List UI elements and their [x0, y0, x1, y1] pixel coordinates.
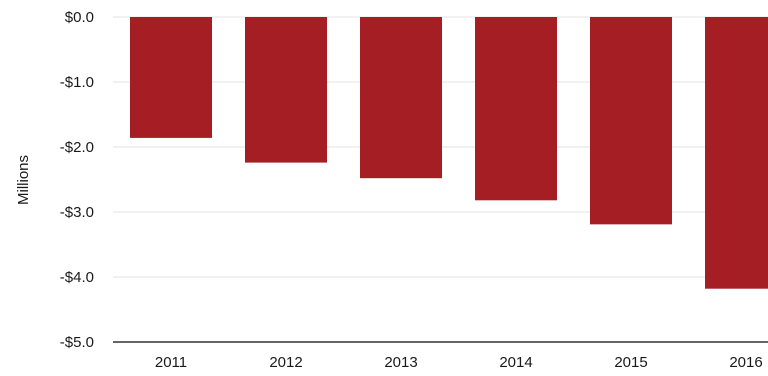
- bar-2013: [360, 17, 442, 179]
- x-tick-labels: 2011 2012 2013 2014 2015 2016: [155, 354, 763, 371]
- y-tick-label: -$2.0: [60, 139, 94, 156]
- bar-2012: [245, 17, 327, 163]
- x-tick-label: 2014: [499, 354, 532, 371]
- bar-2016: [705, 17, 768, 289]
- y-tick-label: -$3.0: [60, 204, 94, 221]
- y-tick-label: $0.0: [65, 9, 94, 26]
- bar-2011: [130, 17, 212, 138]
- x-tick-label: 2015: [614, 354, 647, 371]
- y-tick-label: -$1.0: [60, 74, 94, 91]
- y-tick-labels: $0.0 -$1.0 -$2.0 -$3.0 -$4.0 -$5.0: [60, 9, 94, 351]
- x-tick-label: 2013: [384, 354, 417, 371]
- bar-2014: [475, 17, 557, 201]
- bar-2015: [590, 17, 672, 225]
- x-tick-label: 2011: [155, 354, 187, 371]
- x-tick-label: 2016: [729, 354, 762, 371]
- y-tick-label: -$4.0: [60, 269, 94, 286]
- x-tick-label: 2012: [269, 354, 302, 371]
- bars: [130, 17, 768, 289]
- y-axis-label: Millions: [15, 155, 32, 205]
- y-tick-label: -$5.0: [60, 334, 94, 351]
